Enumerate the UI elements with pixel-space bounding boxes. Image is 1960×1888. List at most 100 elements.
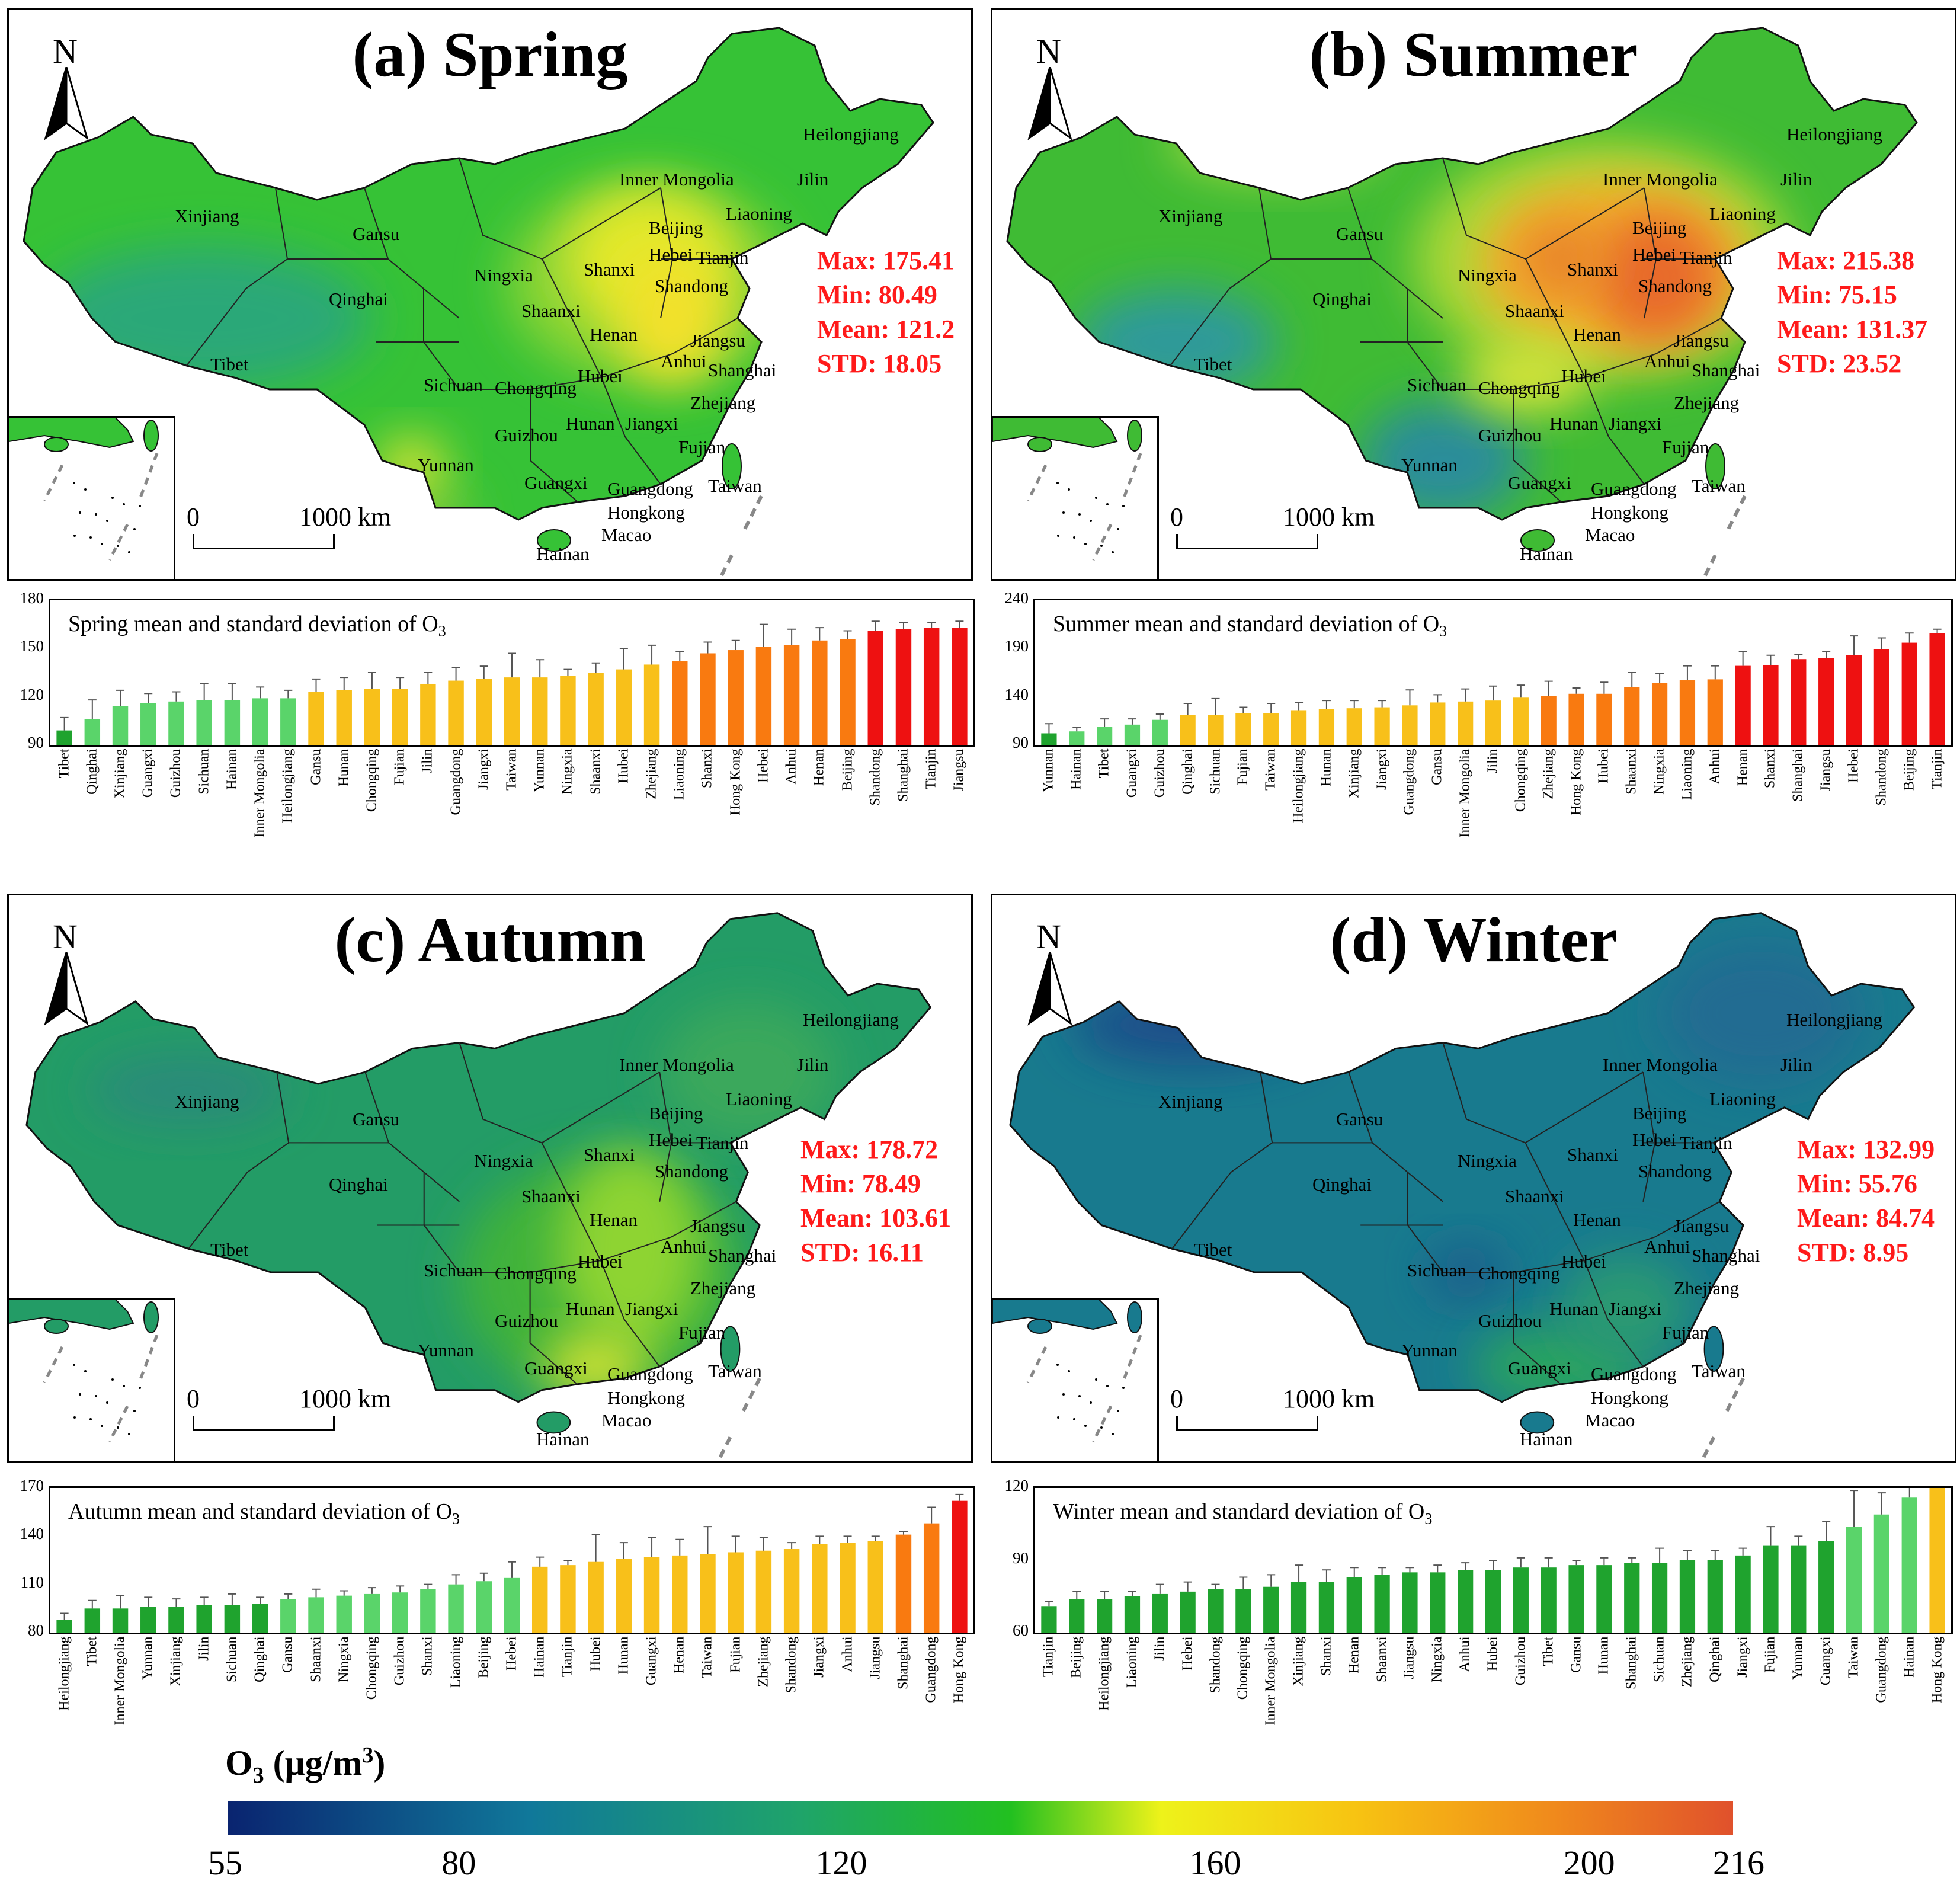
bar-liaoning	[672, 661, 688, 745]
x-tick-label: Tibet	[84, 1636, 100, 1666]
error-bar	[1295, 1564, 1304, 1582]
bar-hong-kong	[728, 650, 744, 745]
stat-line: STD: 23.52	[1777, 349, 1902, 378]
bar-yunnan	[531, 677, 548, 745]
error-bar	[1738, 651, 1747, 666]
province-label: Fujian	[1662, 1322, 1709, 1343]
stat-line: Mean: 84.74	[1797, 1204, 1935, 1233]
x-tick-label: Shanxi	[1762, 748, 1778, 789]
province-label: Heilongjiang	[803, 1009, 899, 1030]
x-tick-label: Fujian	[1235, 748, 1251, 785]
south-china-sea-inset	[992, 416, 1159, 579]
bar-heilongjiang	[1097, 1599, 1113, 1633]
error-bar	[563, 668, 572, 676]
china-map-d	[1009, 912, 1916, 1461]
x-tick-label: Ningxia	[1429, 1636, 1445, 1682]
y-tick-label: 120	[20, 685, 44, 703]
x-tick-label: Shandong	[1208, 1636, 1223, 1694]
bar-shaanxi	[588, 673, 604, 745]
bar-zhejiang	[755, 1550, 772, 1633]
bar-shaanxi	[308, 1597, 324, 1633]
error-bar	[1572, 1560, 1581, 1566]
x-tick-label: Hainan	[1901, 1636, 1917, 1678]
bar-chart-title-sub: 3	[1424, 1510, 1433, 1528]
error-bar	[116, 689, 125, 706]
province-label: Taiwan	[708, 1361, 762, 1381]
bar-chongqing	[1513, 697, 1529, 745]
error-bar	[1155, 713, 1164, 720]
x-tick-label: Jiangxi	[1735, 1636, 1751, 1678]
province-label: Sichuan	[1407, 1260, 1466, 1281]
bar-shanghai	[1791, 659, 1807, 745]
province-label: Ningxia	[474, 265, 533, 286]
bar-shaanxi	[1624, 687, 1640, 745]
bar-jilin	[1152, 1593, 1168, 1633]
province-label: Shaanxi	[1505, 300, 1564, 321]
panel-title: (b) Summer	[1309, 20, 1638, 90]
error-bar	[340, 1590, 348, 1596]
province-label: Guizhou	[1478, 425, 1542, 446]
y-tick-label: 190	[1004, 637, 1029, 655]
province-label: Zhejiang	[1674, 392, 1740, 413]
error-bar	[1489, 1560, 1497, 1570]
bar-jiangxi	[1374, 707, 1390, 745]
x-tick-label: Zhejiang	[1679, 1636, 1695, 1687]
bar-guizhou	[1513, 1567, 1529, 1633]
bar-xinjiang	[1290, 1582, 1307, 1633]
stat-line: Min: 75.15	[1777, 280, 1897, 309]
scale-end-label: 1000 km	[299, 503, 392, 532]
bar-hunan	[616, 1559, 632, 1633]
x-tick-label: Beijing	[840, 748, 856, 791]
error-bar	[1738, 1547, 1747, 1556]
province-label: Jiangsu	[690, 1215, 745, 1236]
error-bar	[619, 648, 628, 670]
x-tick-label: Yunnan	[1040, 748, 1056, 792]
bar-sichuan	[224, 1605, 241, 1633]
province-label: Hubei	[1561, 1251, 1606, 1272]
province-label: Hongkong	[1591, 1387, 1668, 1408]
x-tick-label: Qinghai	[252, 1636, 268, 1682]
bar-inner-mongolia	[112, 1608, 129, 1633]
error-bar	[1600, 681, 1609, 694]
province-label: Henan	[590, 324, 638, 345]
x-tick-label: Jilin	[419, 748, 435, 773]
stat-line: Min: 55.76	[1797, 1169, 1917, 1198]
error-bar	[1322, 700, 1331, 709]
bar-zhejiang	[1541, 696, 1557, 745]
stat-line: Min: 80.49	[817, 280, 937, 309]
bar-taiwan	[1263, 713, 1279, 745]
x-tick-label: Shandong	[783, 1636, 799, 1694]
province-label: Henan	[590, 1209, 638, 1230]
province-label: Hongkong	[607, 502, 685, 523]
error-bar	[116, 1595, 125, 1609]
bar-hong-kong	[1929, 1488, 1945, 1633]
province-label: Gansu	[353, 1109, 400, 1129]
province-label: Jiangxi	[625, 413, 678, 434]
province-label: Shandong	[655, 1161, 728, 1182]
bar-beijing	[840, 639, 856, 745]
province-label: Guangxi	[524, 472, 588, 493]
error-bar	[312, 678, 321, 692]
error-bar	[256, 1596, 265, 1604]
x-tick-label: Chongqing	[364, 1636, 380, 1700]
province-label: Hunan	[1549, 1298, 1599, 1319]
bar-heilongjiang	[56, 1620, 72, 1633]
province-label: Liaoning	[726, 1089, 792, 1109]
x-tick-label: Liaoning	[448, 1636, 464, 1688]
province-label: Liaoning	[1709, 203, 1776, 224]
error-bar	[451, 667, 460, 681]
x-tick-label: Hunan	[336, 748, 352, 787]
scale-bar: 0 1000 km	[181, 502, 394, 561]
x-tick-label: Hong Kong	[728, 748, 744, 816]
x-tick-label: Jiangsu	[1818, 748, 1834, 792]
bar-guangxi	[1124, 724, 1141, 745]
error-bar	[479, 665, 488, 679]
error-bar	[591, 662, 600, 673]
error-bar	[871, 620, 880, 631]
x-tick-label: Hubei	[588, 1636, 604, 1672]
x-tick-label: Shanghai	[895, 1636, 911, 1689]
error-bar	[88, 699, 97, 719]
x-tick-label: Taiwan	[504, 748, 520, 791]
bar-chart-title: Summer mean and standard deviation of O3	[1053, 611, 1447, 641]
scale-start-label: 0	[187, 503, 200, 532]
